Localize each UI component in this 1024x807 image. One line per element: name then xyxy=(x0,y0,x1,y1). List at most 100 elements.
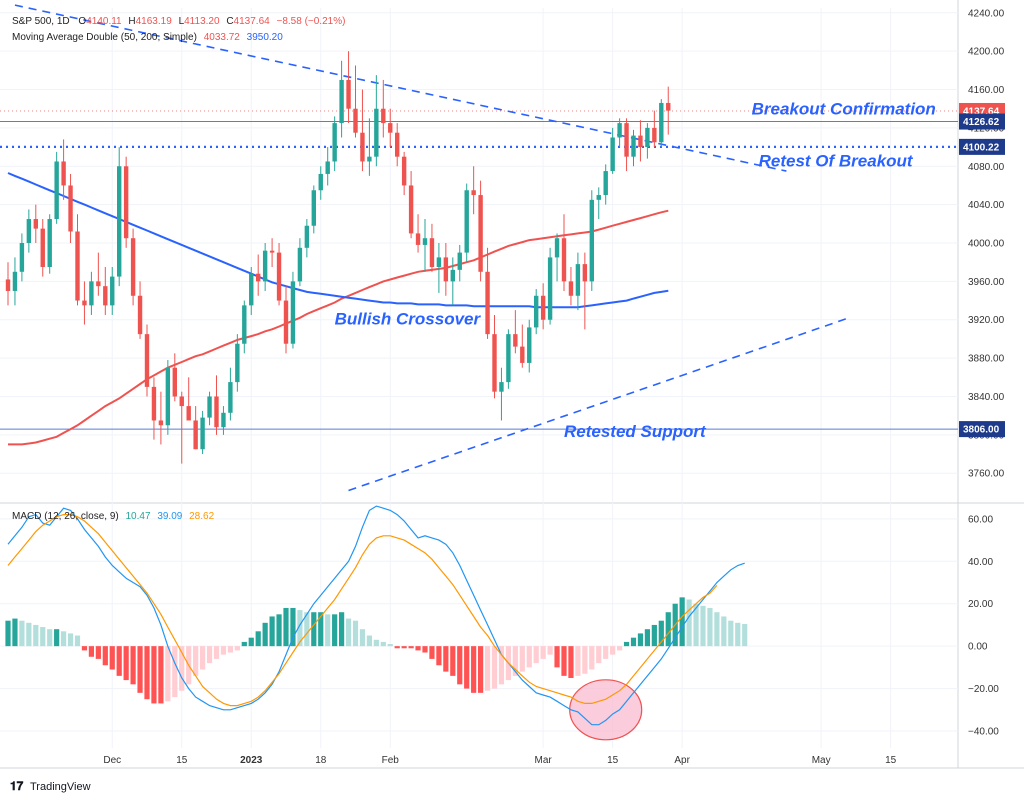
macd-histogram-bar xyxy=(366,635,372,647)
macd-histogram-bar xyxy=(603,646,609,659)
candle-body xyxy=(659,102,664,143)
legend-macd[interactable]: MACD (12, 26, close, 9) 10.47 39.09 28.6… xyxy=(12,511,215,522)
time-tick-label: Mar xyxy=(535,755,553,766)
macd-histogram-bar xyxy=(248,637,254,647)
macd-axis[interactable]: 60.00 40.00 20.00 0.00 −20.00 −40.00 xyxy=(968,514,999,737)
tradingview-logo-icon: 𝟏𝟕 xyxy=(10,779,24,793)
macd-histogram-bar xyxy=(352,620,359,647)
candle-body xyxy=(471,190,476,196)
macd-histogram-bar xyxy=(401,646,407,649)
macd-histogram-bar xyxy=(200,646,206,670)
macd-histogram-bar xyxy=(12,618,18,647)
macd-histogram-bar xyxy=(213,646,220,659)
macd-histogram-bar xyxy=(158,646,164,704)
legend-moving-average[interactable]: Moving Average Double (50, 200, Simple) … xyxy=(12,32,283,43)
candle-body xyxy=(401,156,407,186)
macd-tick-label: 40.00 xyxy=(968,557,993,568)
time-tick-label: Feb xyxy=(382,755,400,766)
macd-histogram-bar xyxy=(81,646,88,651)
candle-body xyxy=(276,252,282,301)
candle-body xyxy=(610,137,615,172)
candle-body xyxy=(110,276,115,306)
macd-histogram-bar xyxy=(325,614,331,647)
price-tag-label: 4100.22 xyxy=(963,142,1000,153)
candle-body xyxy=(186,406,191,421)
macd-histogram-bar xyxy=(714,612,720,647)
legend-symbol[interactable]: S&P 500, 1D O4140.11 H4163.19 L4113.20 C… xyxy=(12,16,345,27)
candle-body xyxy=(582,264,588,282)
candle-body xyxy=(290,281,296,344)
macd-histogram-bar xyxy=(144,646,150,700)
candle-body xyxy=(96,281,101,287)
price-tick-label: 3880.00 xyxy=(968,354,1005,365)
macd-histogram-bar xyxy=(735,622,741,647)
macd-histogram-bar xyxy=(644,629,650,647)
candle-body xyxy=(367,156,372,162)
tradingview-logo[interactable]: 𝟏𝟕 TradingView xyxy=(10,779,91,793)
macd-histogram-bar xyxy=(512,646,518,676)
macd-histogram-bar xyxy=(123,646,129,681)
macd-histogram-bar xyxy=(67,633,74,647)
time-tick-label: Dec xyxy=(103,755,121,766)
candle-body xyxy=(19,243,25,272)
macd-histogram-bar xyxy=(623,641,630,647)
macd-histogram-bar xyxy=(40,627,46,647)
price-tick-label: 3960.00 xyxy=(968,277,1005,288)
macd-histogram-bar xyxy=(220,646,227,655)
macd-histogram-bar xyxy=(297,610,303,647)
candle-body xyxy=(117,166,122,277)
macd-histogram-bar xyxy=(526,646,532,668)
candle-body xyxy=(144,334,150,387)
time-tick-label: May xyxy=(812,755,831,766)
candle-body xyxy=(589,199,594,282)
candle-body xyxy=(151,386,157,421)
macd-histogram-bar xyxy=(554,646,560,668)
macd-histogram-bar xyxy=(610,646,616,655)
candle-body xyxy=(485,271,490,335)
macd-histogram-bar xyxy=(74,635,81,647)
candle-body xyxy=(297,247,303,282)
macd-line xyxy=(7,505,745,726)
candle-body xyxy=(374,108,379,157)
horizontal-levels xyxy=(0,110,958,430)
macd-histogram-bar xyxy=(332,614,338,647)
macd-histogram-bar xyxy=(241,641,247,647)
candle-body xyxy=(520,346,525,363)
macd-histogram-bar xyxy=(276,614,282,647)
candle-body xyxy=(666,102,671,111)
time-axis[interactable]: Dec 15 2023 18 Feb Mar 15 Apr May 15 xyxy=(103,755,896,766)
candle-body xyxy=(478,195,483,272)
candle-body xyxy=(568,281,574,296)
macd-histogram-bar xyxy=(450,646,456,676)
candle-body xyxy=(207,396,212,418)
macd-tick-label: −40.00 xyxy=(968,727,999,738)
brand-name: TradingView xyxy=(30,781,91,793)
candle-body xyxy=(262,250,268,282)
candle-body xyxy=(318,173,323,191)
candle-body xyxy=(47,219,52,267)
time-tick-label: 2023 xyxy=(240,755,263,766)
macd-histogram-bar xyxy=(742,623,748,647)
macd-histogram-bar xyxy=(318,612,324,647)
macd-histogram-bar xyxy=(151,646,157,704)
candle-body xyxy=(603,171,608,196)
price-tick-label: 4200.00 xyxy=(968,47,1005,58)
candle-body xyxy=(172,367,177,397)
macd-histogram-bar xyxy=(457,646,463,685)
candle-body xyxy=(534,295,539,328)
macd-histogram-bar xyxy=(464,646,470,689)
candle-body xyxy=(429,238,435,267)
candle-body xyxy=(547,257,553,320)
macd-histogram-bar xyxy=(408,646,414,649)
annotation-label: Breakout Confirmation xyxy=(752,99,936,118)
macd-histogram-bar xyxy=(33,624,39,647)
macd-histogram-bar xyxy=(88,646,94,657)
macd-histogram-bar xyxy=(443,646,449,672)
candle-body xyxy=(408,185,414,234)
candle-body xyxy=(5,279,11,291)
macd-histogram-bar xyxy=(394,646,400,649)
candle-body xyxy=(443,257,449,282)
macd-histogram-bar xyxy=(491,646,498,689)
macd-tick-label: 0.00 xyxy=(968,642,988,653)
